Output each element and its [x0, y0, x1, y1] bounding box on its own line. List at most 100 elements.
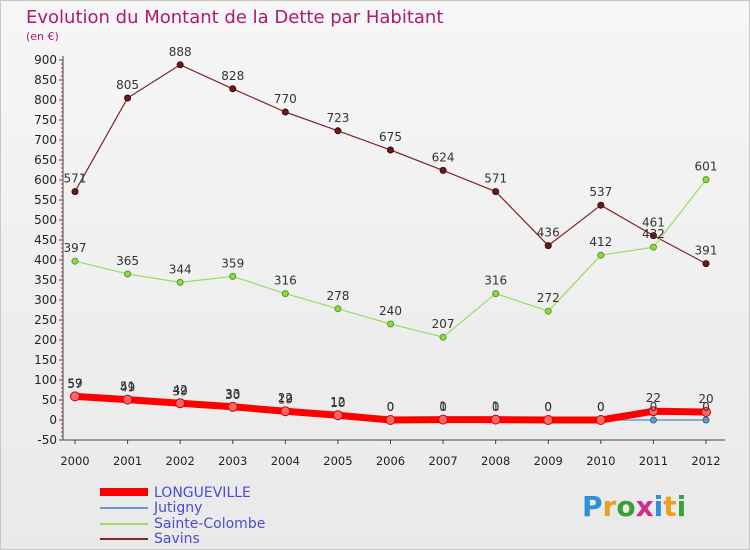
data-label-savins: 624 [432, 150, 455, 164]
x-tick-label: 2002 [166, 454, 195, 468]
data-point-longueville [175, 398, 186, 409]
y-tick-label: 700 [34, 133, 57, 147]
data-label-jutigny: 39 [173, 384, 188, 398]
data-point-savins [124, 94, 132, 102]
data-point-longueville [385, 415, 396, 425]
data-label-longueville: 22 [278, 391, 293, 405]
x-tick-label: 2008 [481, 454, 510, 468]
y-tick-label: 500 [34, 213, 57, 227]
data-point-sainte-colombe [229, 272, 237, 280]
y-tick-label: 150 [34, 353, 57, 367]
data-point-longueville [595, 415, 606, 425]
data-label-sainte-colombe: 359 [221, 256, 244, 270]
series-line-savins [74, 64, 707, 265]
data-label-jutigny: 49 [120, 380, 135, 394]
data-point-longueville [227, 401, 238, 412]
x-tick-label: 2007 [428, 454, 457, 468]
x-tick-label: 2012 [691, 454, 720, 468]
data-label-sainte-colombe: 272 [537, 291, 560, 305]
chart-title: Evolution du Montant de la Dette par Hab… [26, 7, 443, 28]
data-point-sainte-colombe [387, 320, 394, 328]
data-point-longueville [648, 406, 659, 417]
x-tick-label: 2000 [60, 454, 89, 468]
data-point-sainte-colombe [176, 278, 184, 286]
data-label-jutigny: 0 [650, 400, 658, 414]
data-labels-layer: 5718058888287707236756245714365374613913… [64, 45, 718, 414]
legend-swatch-jutigny [100, 507, 148, 509]
y-tick-label: 450 [34, 233, 57, 247]
proxiti-logo: Proxiti [582, 490, 686, 523]
axes: -500501001502002503003504004505005506006… [34, 53, 725, 468]
data-label-longueville: 0 [544, 400, 552, 414]
data-label-jutigny: 30 [225, 388, 240, 402]
y-tick-label: 850 [34, 73, 57, 87]
data-point-sainte-colombe [281, 290, 289, 298]
data-label-longueville: 42 [173, 383, 188, 397]
data-label-savins: 537 [589, 185, 612, 199]
data-point-sainte-colombe [597, 251, 605, 259]
y-tick-label: 300 [34, 293, 57, 307]
y-tick-label: 900 [34, 53, 57, 67]
data-point-savins [176, 61, 184, 69]
data-point-longueville [122, 394, 133, 405]
data-label-jutigny: 0 [544, 400, 552, 414]
data-point-longueville [438, 414, 449, 425]
data-point-sainte-colombe [702, 176, 710, 184]
series-layer [70, 61, 711, 425]
y-tick-label: 750 [34, 113, 57, 127]
y-tick-label: 250 [34, 313, 57, 327]
data-label-savins: 770 [274, 92, 297, 106]
data-label-savins: 723 [326, 111, 349, 125]
data-point-sainte-colombe [492, 290, 500, 298]
data-label-sainte-colombe: 240 [379, 304, 402, 318]
data-label-jutigny: 0 [439, 400, 447, 414]
data-label-longueville: 51 [120, 380, 135, 394]
data-label-sainte-colombe: 412 [589, 235, 612, 249]
y-tick-label: 800 [34, 93, 57, 107]
data-label-jutigny: 0 [702, 400, 710, 414]
y-tick-label: 50 [42, 393, 57, 407]
data-point-savins [229, 85, 237, 93]
data-label-savins: 436 [537, 226, 560, 240]
data-point-sainte-colombe [71, 257, 79, 265]
x-tick-label: 2004 [271, 454, 300, 468]
data-label-savins: 675 [379, 130, 402, 144]
data-point-savins [439, 166, 447, 174]
data-label-sainte-colombe: 278 [326, 289, 349, 303]
data-label-sainte-colombe: 432 [642, 227, 665, 241]
x-tick-label: 2011 [639, 454, 668, 468]
x-tick-label: 2005 [323, 454, 352, 468]
data-label-savins: 888 [169, 45, 192, 59]
legend-swatch-longueville [100, 488, 148, 496]
data-point-savins [71, 188, 79, 196]
data-label-longueville: 59 [67, 376, 82, 390]
data-label-jutigny: 19 [278, 392, 293, 406]
data-label-longueville: 20 [698, 392, 713, 406]
data-label-jutigny: 0 [387, 400, 395, 414]
data-label-savins: 828 [221, 69, 244, 83]
data-point-savins [492, 188, 500, 196]
data-label-sainte-colombe: 365 [116, 254, 139, 268]
data-point-longueville [490, 414, 501, 425]
data-label-longueville: 12 [330, 395, 345, 409]
data-point-savins [281, 108, 289, 116]
data-point-savins [702, 260, 710, 268]
data-label-savins: 571 [64, 172, 87, 186]
data-label-longueville: 1 [439, 400, 447, 414]
data-point-savins [334, 127, 342, 135]
data-point-longueville [70, 391, 80, 402]
data-label-longueville: 0 [597, 400, 605, 414]
data-label-longueville: 1 [492, 400, 500, 414]
data-point-sainte-colombe [439, 333, 447, 341]
data-point-longueville [280, 406, 291, 417]
legend-swatch-sainte-colombe [100, 523, 148, 525]
legend: LONGUEVILLE Jutigny Sainte-Colombe Savin… [100, 485, 265, 547]
legend-label-savins: Savins [154, 531, 200, 547]
y-tick-label: 100 [34, 373, 57, 387]
brand-text: Proxiti [582, 490, 686, 523]
data-point-longueville [701, 407, 711, 417]
y-tick-label: 400 [34, 253, 57, 267]
x-tick-label: 2006 [376, 454, 405, 468]
y-tick-label: 200 [34, 333, 57, 347]
